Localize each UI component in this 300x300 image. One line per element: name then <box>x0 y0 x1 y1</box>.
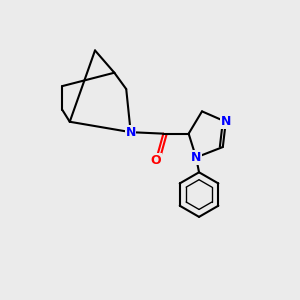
Text: N: N <box>125 126 136 139</box>
Text: N: N <box>191 151 201 164</box>
Text: N: N <box>220 115 231 128</box>
Text: O: O <box>151 154 161 167</box>
